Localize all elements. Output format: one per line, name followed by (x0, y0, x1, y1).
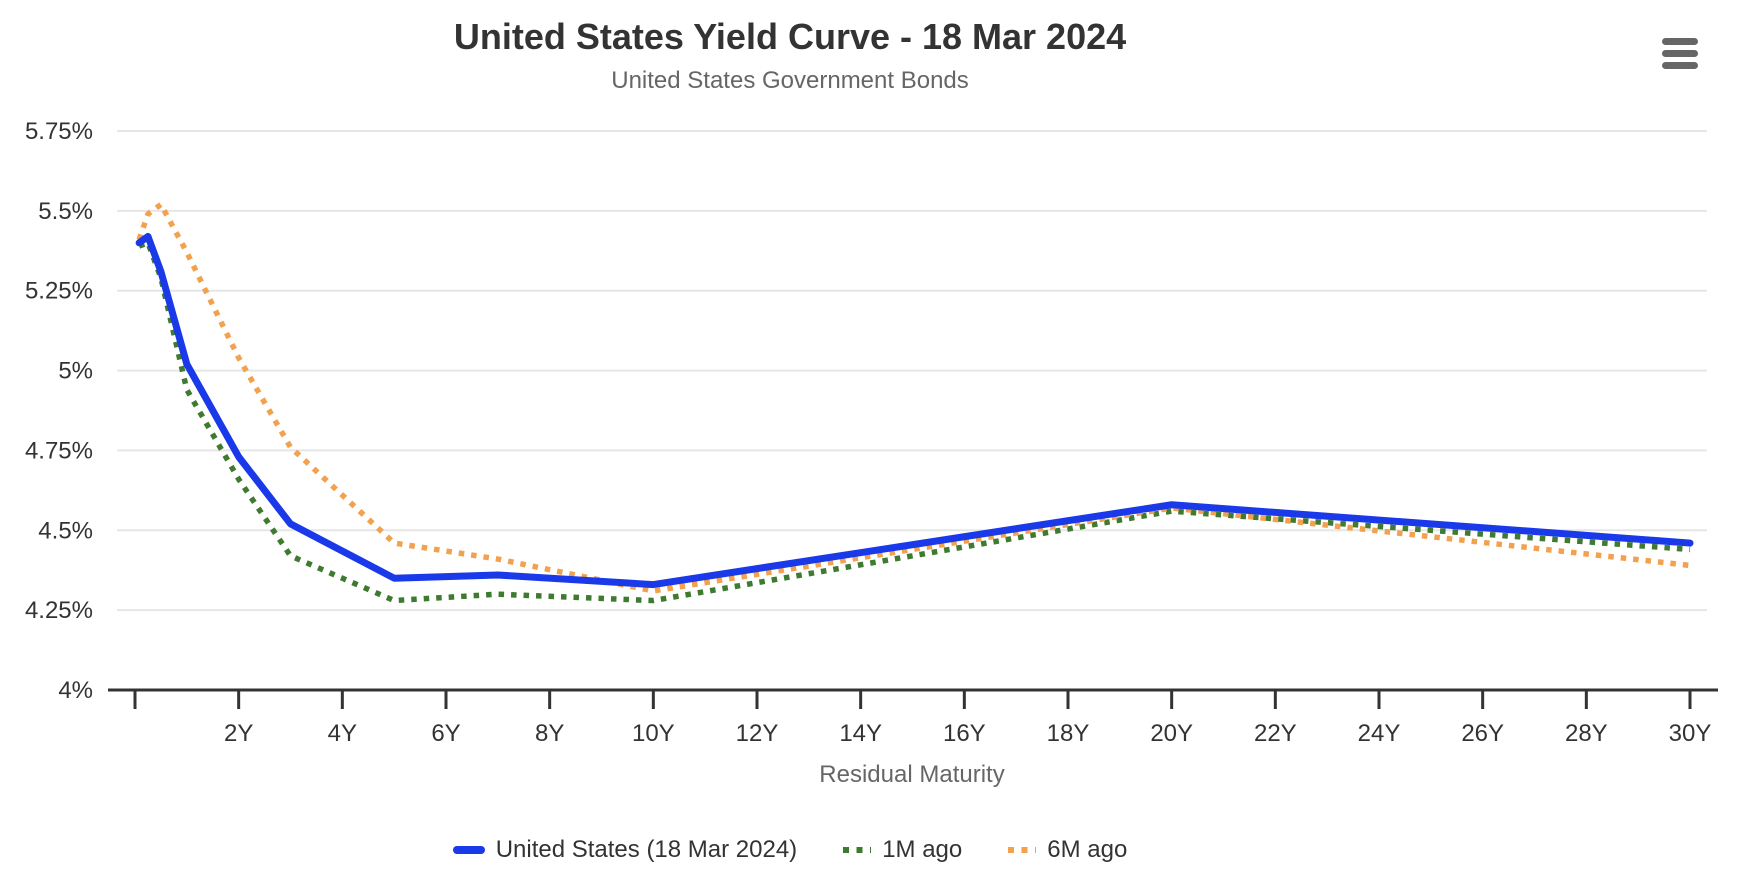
x-tick-label: 20Y (1150, 720, 1193, 747)
legend-item-6m-ago[interactable]: 6M ago (1008, 836, 1127, 864)
x-tick-label: 24Y (1358, 720, 1401, 747)
x-axis-title: Residual Maturity (819, 761, 1004, 788)
solid-line-swatch-icon (452, 846, 485, 854)
page-title: United States Yield Curve - 18 Mar 2024 (453, 16, 1127, 57)
y-axis-label: 4.25% (25, 597, 93, 624)
legend-label: 6M ago (1047, 836, 1128, 863)
hamburger-bar (1662, 49, 1698, 57)
legend-item-1m-ago[interactable]: 1M ago (843, 836, 962, 864)
y-axis-label: 5.25% (25, 278, 93, 305)
hamburger-bar (1662, 61, 1698, 69)
y-axis-label: 5.75% (25, 118, 93, 145)
x-tick-label: 18Y (1047, 720, 1090, 747)
x-tick-label: 10Y (632, 720, 675, 747)
x-tick-label: 22Y (1254, 720, 1297, 747)
series-line-1m-ago[interactable] (138, 240, 1691, 604)
chart-subtitle: United States Government Bonds (611, 67, 969, 94)
x-tick-label: 26Y (1461, 720, 1504, 747)
legend-label: United States (18 Mar 2024) (495, 836, 798, 863)
dotted-line-swatch-icon (843, 847, 872, 853)
y-axis-label: 4.5% (38, 517, 93, 544)
x-tick-label: 16Y (943, 720, 986, 747)
chart-legend: United States (18 Mar 2024) 1M ago 6M ag… (0, 830, 1580, 870)
y-axis-label: 5% (58, 358, 93, 385)
hamburger-bar (1662, 37, 1698, 45)
hamburger-icon (1662, 37, 1700, 69)
x-tick-label: 28Y (1565, 720, 1608, 747)
x-tick-label: 12Y (736, 720, 779, 747)
legend-label: 1M ago (882, 836, 963, 863)
x-tick-label: 8Y (535, 720, 564, 747)
series-line-6m-ago[interactable] (136, 201, 1691, 594)
x-tick-label: 14Y (839, 720, 882, 747)
chart-menu-button[interactable] (1662, 36, 1700, 70)
legend-item-united-states[interactable]: United States (18 Mar 2024) (452, 836, 798, 864)
y-axis-label: 4% (58, 677, 93, 704)
dotted-line-swatch-icon (1008, 847, 1037, 853)
x-tick-label: 6Y (431, 720, 460, 747)
x-tick-label: 2Y (224, 720, 253, 747)
x-tick-label: 4Y (328, 720, 357, 747)
y-axis-label: 4.75% (25, 437, 93, 464)
x-tick-label: 30Y (1669, 720, 1712, 747)
y-axis-label: 5.5% (38, 198, 93, 225)
series-line-united-states-18-mar-2024[interactable] (135, 232, 1694, 589)
